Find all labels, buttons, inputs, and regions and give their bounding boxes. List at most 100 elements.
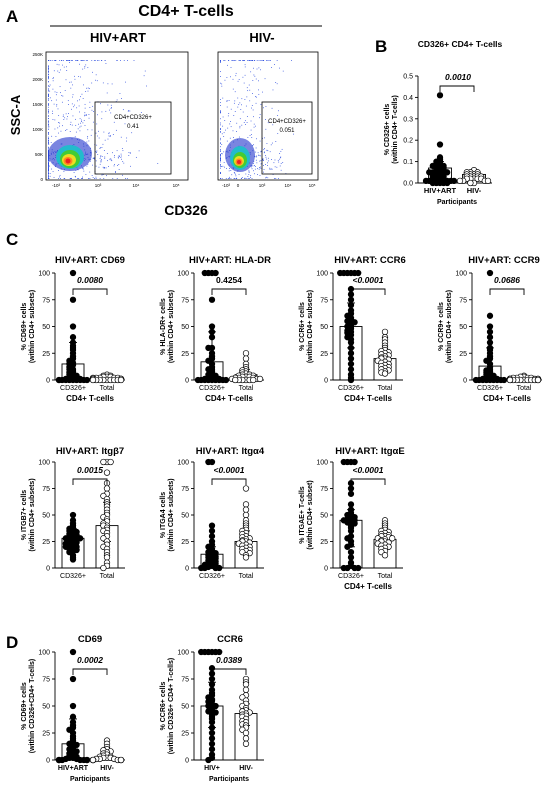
flow-event xyxy=(251,178,253,179)
flow-event xyxy=(54,60,56,61)
flow-event xyxy=(129,152,131,154)
flow-event xyxy=(62,95,64,97)
flow-event xyxy=(222,165,224,167)
flow-event xyxy=(220,161,221,163)
flow-event xyxy=(228,113,230,114)
flow-event xyxy=(116,99,118,101)
flow-event xyxy=(84,107,86,109)
flow-event xyxy=(69,178,71,179)
flow-event xyxy=(124,123,126,125)
flow-event xyxy=(59,125,60,127)
flow-event xyxy=(276,60,278,61)
flow-event xyxy=(88,114,90,115)
series-hiv- xyxy=(198,648,224,764)
flow-event xyxy=(72,84,73,86)
series-hiv- xyxy=(234,675,258,761)
flow-event xyxy=(77,128,79,130)
flow-event xyxy=(257,174,258,175)
flow-event xyxy=(103,178,105,179)
data-point xyxy=(208,522,216,529)
flow-event xyxy=(48,141,49,143)
flow-event xyxy=(122,109,124,111)
flow-event xyxy=(48,122,49,124)
flow-event xyxy=(239,127,241,129)
flow-event xyxy=(260,150,262,152)
flow-event xyxy=(74,118,76,120)
flow-event xyxy=(48,90,49,92)
flow-event xyxy=(226,77,228,78)
panel-letter-b: B xyxy=(375,37,387,56)
flow-event xyxy=(59,174,61,176)
chart-d2: CCR6 0 25 50 75 100 % CCR6+ cells (within CD326… xyxy=(160,634,264,783)
flow-event xyxy=(48,74,49,75)
flow-event xyxy=(254,164,255,166)
data-point xyxy=(198,648,205,656)
flow-event xyxy=(91,175,93,176)
flow-event xyxy=(48,95,49,97)
data-point xyxy=(381,328,389,336)
flow-event xyxy=(122,150,124,152)
series-total xyxy=(89,371,125,384)
flow-event xyxy=(116,178,118,179)
x-tick: 0 xyxy=(69,183,72,188)
data-point xyxy=(355,564,362,572)
flow-event xyxy=(52,77,54,79)
flow-event xyxy=(107,104,109,106)
y-tick-label: 75 xyxy=(42,297,50,304)
scatter-charts: CD326+ CD4+ T-cells 0.0 0.1 0.2 0.3 0.4 0.5 % C… xyxy=(21,39,542,783)
flow-event xyxy=(83,84,84,86)
flow-event xyxy=(89,160,91,162)
flow-event xyxy=(48,104,49,105)
chart-d1: CD69 0 25 50 75 100 % CD69+ cells (within CD326… xyxy=(21,634,125,783)
flow-event xyxy=(48,167,49,169)
flow-event xyxy=(100,159,102,161)
flow-event xyxy=(263,148,265,150)
flow-event xyxy=(108,133,110,135)
flow-event xyxy=(48,111,49,113)
flow-event xyxy=(235,72,237,74)
data-point xyxy=(347,485,355,492)
y-axis-label: % ITGA4 cells xyxy=(160,492,167,538)
flow-event xyxy=(253,123,255,125)
flow-event xyxy=(234,178,236,179)
flow-event xyxy=(265,106,267,107)
y-tick-label: 0 xyxy=(324,566,328,573)
flow-event xyxy=(48,148,49,150)
y-tick-label: 100 xyxy=(177,460,189,467)
flow-event xyxy=(280,163,282,165)
flow-event xyxy=(48,149,49,151)
flow-event xyxy=(242,60,244,61)
flow-event xyxy=(52,80,54,82)
data-point xyxy=(208,296,216,303)
flow-event xyxy=(84,125,86,126)
flow-event xyxy=(232,60,234,61)
category-label: Total xyxy=(239,573,254,580)
flow-event xyxy=(263,152,265,154)
flow-event xyxy=(48,126,49,128)
data-point xyxy=(242,735,250,742)
y-tick-label: 0 xyxy=(46,758,50,765)
flow-event xyxy=(58,115,60,117)
panel-a-ylabel: SSC-A xyxy=(8,94,23,135)
flow-event xyxy=(258,80,259,82)
data-point xyxy=(340,458,347,466)
flow-event xyxy=(262,137,263,139)
flow-event xyxy=(243,60,245,61)
flow-event xyxy=(220,102,221,104)
flow-event xyxy=(220,167,221,169)
flow-event xyxy=(131,132,133,134)
data-point xyxy=(347,554,355,561)
flow-event xyxy=(65,113,67,115)
data-point xyxy=(347,490,355,497)
y-tick-label: 25 xyxy=(181,731,189,738)
flow-event xyxy=(92,164,93,166)
flow-event xyxy=(249,171,250,173)
flow-event xyxy=(48,86,50,88)
flow-event xyxy=(48,76,49,78)
flow-event xyxy=(87,137,88,139)
flow-event xyxy=(263,171,264,173)
flow-event xyxy=(78,105,80,107)
flow-event xyxy=(235,60,237,61)
flow-event xyxy=(48,99,49,101)
